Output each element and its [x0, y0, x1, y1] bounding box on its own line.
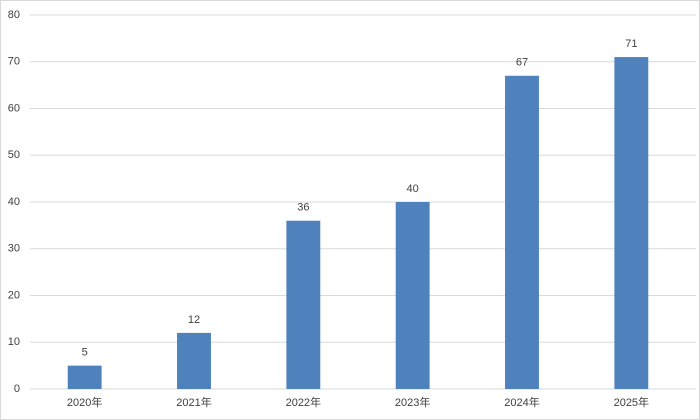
bar: [505, 75, 539, 390]
y-tick-label: 50: [8, 149, 20, 161]
data-label: 67: [516, 57, 528, 69]
x-tick-label: 2021年: [176, 395, 211, 409]
y-tick-label: 80: [8, 9, 20, 21]
bar: [614, 57, 649, 389]
bar: [177, 332, 211, 389]
x-tick-label: 2024年: [504, 395, 539, 409]
y-tick-label: 60: [8, 102, 20, 114]
y-tick-label: 40: [8, 196, 20, 208]
data-label: 12: [188, 314, 200, 326]
bar: [395, 202, 430, 389]
bar: [286, 220, 321, 389]
bar: [67, 365, 102, 389]
data-label: 36: [297, 202, 309, 214]
x-tick-label: 2023年: [395, 395, 430, 409]
x-tick-label: 2020年: [67, 395, 102, 409]
data-label: 71: [625, 38, 637, 50]
x-tick-label: 2022年: [286, 395, 321, 409]
y-tick-label: 10: [8, 336, 20, 348]
data-label: 40: [407, 183, 419, 195]
y-tick-label: 30: [8, 243, 20, 255]
x-tick-label: 2025年: [614, 395, 649, 409]
y-tick-label: 70: [8, 56, 20, 68]
y-tick-label: 20: [8, 289, 20, 301]
data-label: 5: [82, 347, 88, 359]
y-tick-label: 0: [14, 383, 20, 395]
